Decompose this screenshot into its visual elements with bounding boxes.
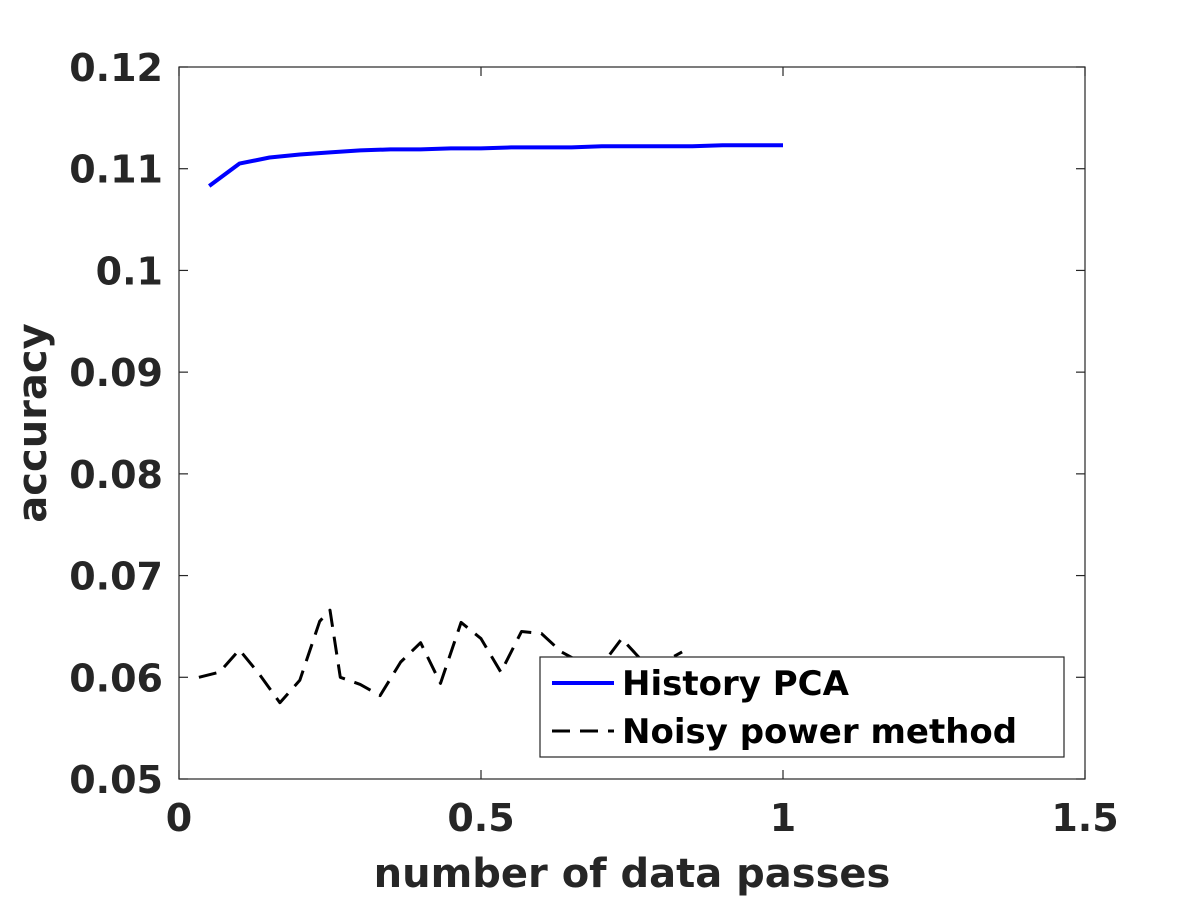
series-line-history-pca <box>208 143 783 188</box>
x-tick-label: 1 <box>770 796 796 840</box>
y-tick-label: 0.11 <box>69 148 163 192</box>
ticks-layer: 0 0.5 1 1.5 0.05 0.06 0.07 0.08 0.09 0.1 0.11 0.12 <box>69 46 1118 840</box>
y-axis-label: accuracy <box>10 323 56 522</box>
x-tick-label: 1.5 <box>1051 796 1118 840</box>
legend-box <box>539 656 1065 758</box>
x-tick-label: 0.5 <box>447 796 514 840</box>
y-tick-label: 0.06 <box>69 656 163 700</box>
y-tick-label: 0.07 <box>69 555 163 599</box>
y-tick-label: 0.08 <box>69 453 163 497</box>
series-layer <box>198 143 783 705</box>
y-tick-label: 0.12 <box>69 46 163 90</box>
x-axis-label: number of data passes <box>374 851 891 897</box>
y-tick-label: 0.05 <box>69 758 163 802</box>
y-tick-label: 0.09 <box>69 351 163 395</box>
legend-label-noisy-power-method: Noisy power method <box>622 712 1017 752</box>
y-tick-label: 0.1 <box>96 249 163 293</box>
legend: History PCA Noisy power method <box>539 656 1065 758</box>
x-tick-label: 0 <box>166 796 192 840</box>
legend-label-history-pca: History PCA <box>622 664 850 704</box>
plot-area-frame <box>178 66 1086 780</box>
